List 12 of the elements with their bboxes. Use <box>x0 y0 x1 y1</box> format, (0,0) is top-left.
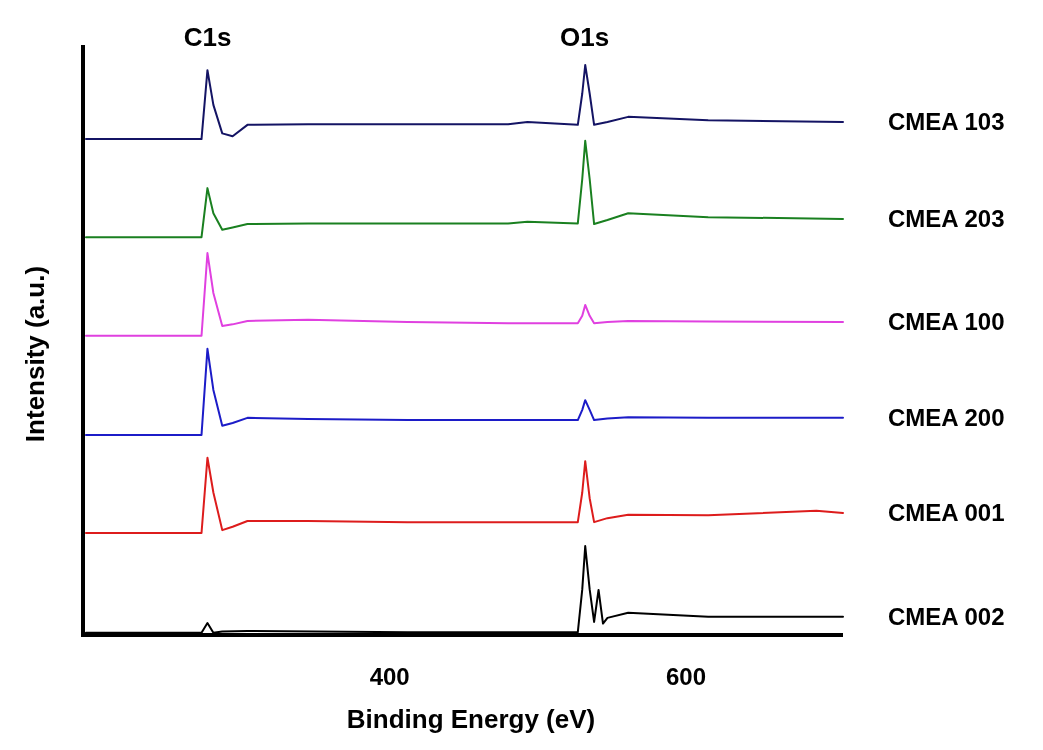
text: C1s <box>183 22 232 52</box>
x-tick-label: 400 <box>369 663 410 690</box>
x-tick-label: 600 <box>665 663 706 690</box>
series-label: CMEA 100 <box>888 308 1005 336</box>
series-label: CMEA 200 <box>888 403 1005 431</box>
x-axis-title: Binding Energy (eV) <box>346 704 596 734</box>
series-label: CMEA 103 <box>888 108 1005 135</box>
series-label: CMEA 001 <box>888 499 1005 527</box>
y-axis-title: Intensity (a.u.) <box>20 265 50 443</box>
series-label: CMEA 002 <box>888 602 1005 630</box>
series-label: CMEA 203 <box>888 204 1005 232</box>
text: O1s <box>560 22 610 52</box>
